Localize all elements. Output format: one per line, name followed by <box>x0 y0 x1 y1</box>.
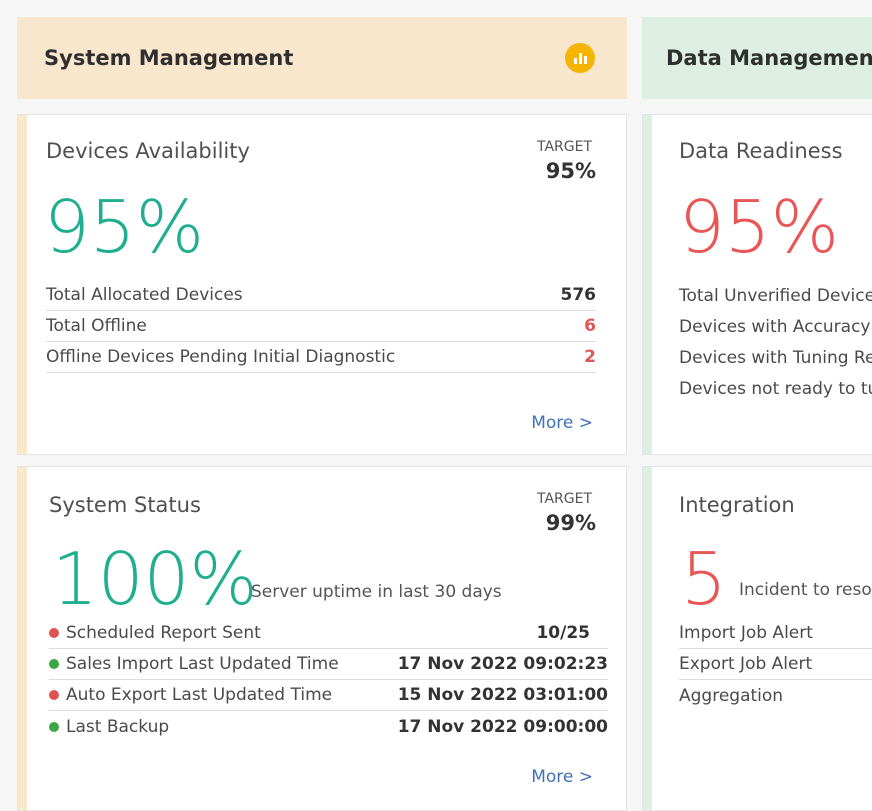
row-label: Total Unverified Devices <box>679 285 872 306</box>
card-accent <box>643 115 652 454</box>
target-value: 99% <box>545 511 596 535</box>
row-value: 10/25 <box>536 623 590 643</box>
availability-percentage: 95% <box>44 185 205 269</box>
system-status-card: System Status TARGET 99% 100% Server upt… <box>17 466 627 811</box>
row-label: Devices not ready to tu <box>679 378 872 399</box>
list-item: Devices with Accuracy <box>679 311 872 342</box>
uptime-caption: Server uptime in last 30 days <box>251 582 502 602</box>
target-label: TARGET <box>536 139 592 155</box>
data-management-title: Data Management <box>666 46 872 70</box>
row-label: Offline Devices Pending Initial Diagnost… <box>46 347 396 367</box>
row-label: Scheduled Report Sent <box>66 623 261 643</box>
status-row: Sales Import Last Updated Time 17 Nov 20… <box>49 649 608 680</box>
status-row: Last Backup 17 Nov 2022 09:00:00 <box>49 711 608 742</box>
uptime-percentage: 100% <box>52 537 258 621</box>
card-title: Data Readiness <box>679 139 843 163</box>
row-label: Aggregation <box>679 685 784 706</box>
card-title: System Status <box>49 493 201 517</box>
devices-availability-card: Devices Availability TARGET 95% 95% Tota… <box>17 114 627 455</box>
list-item: Devices with Tuning Re <box>679 342 872 373</box>
list-item: Import Job Alert <box>679 618 872 649</box>
status-row: Scheduled Report Sent 10/25 <box>49 618 608 649</box>
status-dot-green <box>49 659 59 669</box>
row-label: Total Allocated Devices <box>46 285 243 305</box>
incident-count: 5 <box>681 537 727 621</box>
row-value: 576 <box>560 285 597 305</box>
status-row: Auto Export Last Updated Time 15 Nov 202… <box>49 680 608 711</box>
system-management-title: System Management <box>44 46 294 70</box>
target-label: TARGET <box>536 491 592 507</box>
card-accent <box>18 115 27 454</box>
card-title: Integration <box>679 493 795 517</box>
row-label: Devices with Accuracy <box>679 316 871 337</box>
list-item: Devices not ready to tu <box>679 373 872 404</box>
status-dot-green <box>49 721 59 732</box>
target-value: 95% <box>545 159 596 183</box>
readiness-percentage: 95% <box>679 185 840 269</box>
card-accent <box>18 467 27 810</box>
list-item: Export Job Alert <box>679 649 872 680</box>
list-item: Aggregation <box>679 680 872 711</box>
more-link[interactable]: More > <box>531 413 593 433</box>
system-management-header: System Management <box>17 17 627 99</box>
row-label: Last Backup <box>66 716 170 737</box>
more-link[interactable]: More > <box>531 767 593 787</box>
table-row: Total Offline 6 <box>46 311 596 342</box>
row-label: Export Job Alert <box>679 654 813 674</box>
status-dot-red <box>49 690 59 700</box>
data-readiness-card: Data Readiness 95% Total Unverified Devi… <box>642 114 872 455</box>
row-value: 2 <box>584 347 596 367</box>
row-label: Devices with Tuning Re <box>679 347 872 368</box>
data-management-header: Data Management <box>642 17 872 99</box>
status-dot-red <box>49 628 59 638</box>
bar-chart-icon[interactable] <box>565 43 595 73</box>
row-label: Total Offline <box>46 316 147 336</box>
card-accent <box>643 467 652 810</box>
row-value: 17 Nov 2022 09:00:00 <box>397 716 608 737</box>
incident-caption: Incident to reso <box>739 580 872 600</box>
row-value: 17 Nov 2022 09:02:23 <box>397 654 608 674</box>
row-label: Sales Import Last Updated Time <box>66 654 339 674</box>
integration-card: Integration 5 Incident to reso Import Jo… <box>642 466 872 811</box>
row-value: 15 Nov 2022 03:01:00 <box>397 685 608 705</box>
row-label: Import Job Alert <box>679 623 813 643</box>
table-row: Total Allocated Devices 576 <box>46 280 596 311</box>
list-item: Total Unverified Devices <box>679 280 872 311</box>
row-label: Auto Export Last Updated Time <box>66 685 333 705</box>
table-row: Offline Devices Pending Initial Diagnost… <box>46 342 596 373</box>
row-value: 6 <box>584 316 596 336</box>
card-title: Devices Availability <box>46 139 250 163</box>
